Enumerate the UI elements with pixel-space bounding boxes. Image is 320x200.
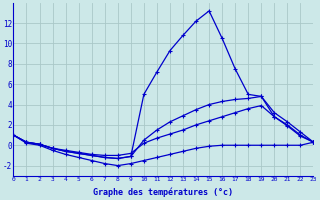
- X-axis label: Graphe des températures (°c): Graphe des températures (°c): [93, 188, 234, 197]
